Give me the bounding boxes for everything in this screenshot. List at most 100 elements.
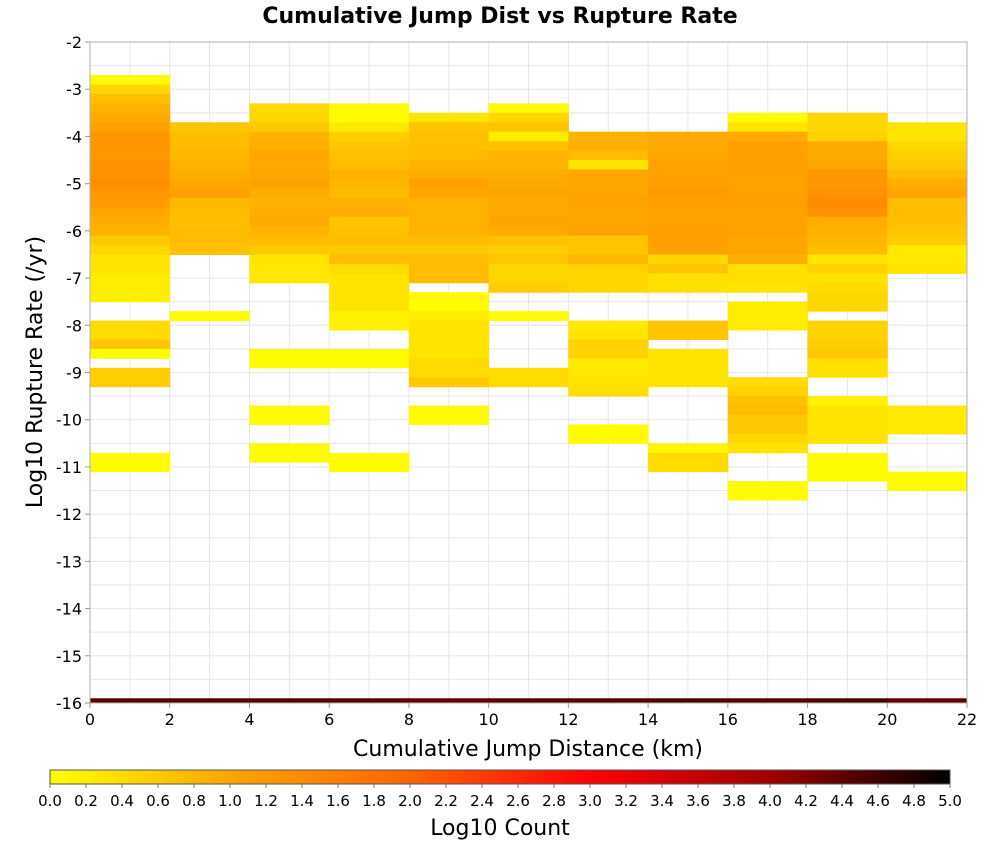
colorbar-tick-label: 0.4 — [110, 792, 134, 810]
x-tick-label: 2 — [165, 710, 175, 729]
heatmap-cell — [887, 414, 968, 425]
heatmap-cell — [90, 160, 171, 170]
colorbar-tick-label: 3.4 — [650, 792, 674, 810]
heatmap-cell — [90, 462, 171, 473]
heatmap-cell — [727, 122, 809, 133]
heatmap-cell — [169, 226, 250, 237]
heatmap-cells — [90, 75, 968, 703]
heatmap-cell — [648, 141, 729, 152]
heatmap-cell — [408, 273, 490, 284]
heatmap-cell — [727, 169, 809, 180]
heatmap-cell — [408, 320, 490, 331]
heatmap-cell — [408, 216, 490, 227]
heatmap-cell — [90, 169, 171, 180]
x-tick-label: 18 — [797, 710, 817, 729]
heatmap-cell — [488, 207, 569, 218]
heatmap-cell — [329, 160, 410, 170]
colorbar-tick-label: 2.8 — [542, 792, 566, 810]
heatmap-cell-bottom — [807, 698, 888, 703]
heatmap-cell — [169, 160, 250, 170]
heatmap-cell — [727, 188, 809, 199]
heatmap-cell — [887, 235, 968, 246]
heatmap-cell — [488, 169, 569, 180]
heatmap-cell — [488, 235, 569, 246]
y-tick-label: -12 — [56, 505, 82, 524]
colorbar-tick-label: 1.4 — [290, 792, 314, 810]
heatmap-cell — [90, 216, 171, 227]
heatmap-cell-bottom — [408, 698, 490, 703]
heatmap-cell — [90, 141, 171, 152]
heatmap-cell — [408, 301, 490, 312]
heatmap-cell — [169, 178, 250, 189]
colorbar-tick-label: 0.2 — [74, 792, 98, 810]
y-axis-ticks: -2 -3 -4 -5 -6 -7 -8 -9 -10 -11 -12 -13 -14 -15 -16 — [56, 33, 90, 713]
heatmap-cell — [727, 245, 809, 255]
colorbar-tick-label: 2.0 — [398, 792, 422, 810]
heatmap-cell — [329, 141, 410, 152]
heatmap-cell — [887, 131, 968, 142]
heatmap-cell — [807, 396, 888, 407]
y-tick-label: -8 — [66, 316, 82, 335]
heatmap-cell — [488, 131, 569, 142]
heatmap-cell — [329, 188, 410, 199]
heatmap-cell — [329, 358, 410, 369]
x-tick-label: 6 — [324, 710, 334, 729]
y-tick-label: -3 — [66, 80, 82, 99]
heatmap-cell — [249, 122, 330, 133]
colorbar-tick-label: 2.4 — [470, 792, 494, 810]
heatmap-cell — [169, 197, 250, 208]
y-tick-label: -15 — [56, 647, 82, 666]
heatmap-cell — [488, 245, 569, 255]
heatmap-cell — [648, 330, 729, 340]
heatmap-cell — [90, 75, 171, 85]
heatmap-cell — [329, 197, 410, 208]
heatmap-cell — [807, 245, 888, 255]
heatmap-cell — [727, 216, 809, 227]
heatmap-cell — [90, 245, 171, 255]
heatmap-cell — [329, 169, 410, 180]
heatmap-cell — [90, 330, 171, 340]
y-axis-label: Log10 Rupture Rate (/yr) — [23, 236, 48, 508]
heatmap-cell — [408, 207, 490, 218]
heatmap-cell — [807, 433, 888, 444]
heatmap-cell — [887, 150, 968, 161]
heatmap-cell — [648, 443, 729, 454]
heatmap-cell — [488, 178, 569, 189]
heatmap-cell — [249, 414, 330, 425]
heatmap-cell — [408, 339, 490, 350]
heatmap-cell — [727, 235, 809, 246]
heatmap-cell — [249, 405, 330, 416]
heatmap-cell — [408, 254, 490, 265]
heatmap-cell — [648, 207, 729, 218]
heatmap-cell — [648, 367, 729, 378]
colorbar-tick-label: 4.6 — [866, 792, 890, 810]
x-axis-label: Cumulative Jump Distance (km) — [353, 737, 703, 762]
y-tick-label: -14 — [56, 600, 82, 619]
heatmap-cell — [648, 282, 729, 293]
heatmap-cell — [169, 311, 250, 322]
heatmap-cell — [887, 471, 968, 482]
heatmap-cell — [887, 263, 968, 274]
x-tick-label: 12 — [558, 710, 578, 729]
heatmap-cell — [329, 282, 410, 293]
heatmap-cell — [807, 471, 888, 482]
heatmap-cell — [807, 301, 888, 312]
heatmap-cell — [727, 386, 809, 397]
heatmap-cell — [408, 348, 490, 359]
colorbar-tick-label: 3.8 — [722, 792, 746, 810]
heatmap-cell — [648, 254, 729, 265]
heatmap-cell — [568, 367, 649, 378]
heatmap-cell — [249, 112, 330, 123]
heatmap-cell — [887, 254, 968, 265]
heatmap-cell — [408, 263, 490, 274]
heatmap-cell — [727, 320, 809, 331]
heatmap-cell — [329, 311, 410, 322]
heatmap-cell — [727, 263, 809, 274]
heatmap-cell — [90, 122, 171, 133]
heatmap-cell — [90, 84, 171, 95]
y-tick-label: -7 — [66, 269, 82, 288]
heatmap-cell — [648, 197, 729, 208]
heatmap-cell — [90, 188, 171, 199]
heatmap-cell — [648, 263, 729, 274]
x-tick-label: 8 — [404, 710, 414, 729]
